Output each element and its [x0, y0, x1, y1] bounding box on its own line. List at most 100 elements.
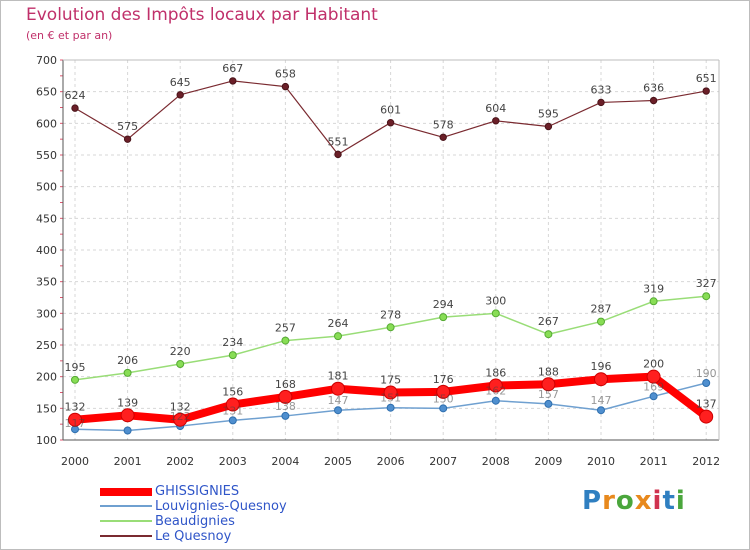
data-point-louvignies-quesnoy [123, 426, 132, 435]
data-label-louvignies-quesnoy: 162 [485, 385, 506, 398]
data-label-louvignies-quesnoy: 169 [643, 380, 664, 393]
axes: 100 150 200 250 300 350 400 450 500 550 600 650 700 2… [36, 54, 720, 468]
logo-letter: t [662, 486, 676, 516]
x-tick-label: 2006 [377, 455, 405, 468]
data-point-le-quesnoy [176, 91, 184, 99]
data-point-le-quesnoy [597, 98, 605, 107]
data-label-louvignies-quesnoy: 122 [170, 410, 191, 423]
data-label-beaudignies: 278 [380, 308, 401, 321]
data-label-louvignies-quesnoy: 190 [696, 367, 717, 380]
legend-label: GHISSIGNIES [155, 484, 240, 499]
data-label-louvignies-quesnoy: 157 [538, 388, 559, 401]
data-point-louvignies-quesnoy [439, 404, 448, 413]
y-tick-label: 200 [36, 371, 57, 384]
data-label-ghissignies: 188 [538, 365, 559, 378]
legend-swatch [100, 535, 152, 537]
x-tick-label: 2009 [534, 455, 562, 468]
data-label-louvignies-quesnoy: 117 [65, 417, 86, 430]
data-label-ghissignies: 196 [591, 360, 612, 373]
data-label-louvignies-quesnoy: 147 [328, 394, 349, 407]
data-point-le-quesnoy [71, 104, 79, 112]
data-point-louvignies-quesnoy [281, 411, 290, 420]
data-label-louvignies-quesnoy: 151 [380, 392, 401, 405]
data-label-beaudignies: 257 [275, 322, 296, 335]
data-label-beaudignies: 319 [643, 282, 664, 295]
legend-swatch [100, 505, 152, 507]
data-point-le-quesnoy [439, 133, 447, 141]
data-point-le-quesnoy [386, 119, 395, 127]
proxiti-logo: Proxiti [582, 486, 686, 516]
y-tick-label: 450 [36, 212, 57, 225]
data-label-le-quesnoy: 551 [328, 135, 349, 148]
data-point-beaudignies [281, 336, 290, 345]
data-point-le-quesnoy [229, 77, 237, 85]
data-point-ghissignies [541, 377, 556, 392]
data-label-louvignies-quesnoy: 138 [275, 400, 296, 413]
data-point-ghissignies [594, 372, 608, 387]
data-label-beaudignies: 294 [433, 298, 454, 311]
data-label-le-quesnoy: 645 [170, 76, 191, 89]
x-tick-label: 2011 [640, 455, 668, 468]
data-point-beaudignies [176, 360, 185, 368]
legend-swatch [100, 488, 152, 496]
data-label-le-quesnoy: 667 [222, 62, 243, 75]
data-point-ghissignies [278, 389, 293, 404]
data-point-le-quesnoy [649, 96, 658, 105]
logo-letter: i [652, 486, 663, 516]
data-point-louvignies-quesnoy [334, 406, 342, 415]
data-point-le-quesnoy [123, 135, 132, 143]
data-point-ghissignies [225, 397, 240, 412]
line-chart: 100 150 200 250 300 350 400 450 500 550 600 650 700 2… [36, 54, 720, 468]
x-tick-label: 2004 [271, 455, 299, 468]
data-point-beaudignies [649, 297, 658, 306]
x-tick-label: 2002 [166, 455, 194, 468]
x-tick-label: 2000 [61, 455, 89, 468]
data-label-louvignies-quesnoy: 150 [433, 392, 454, 405]
data-label-le-quesnoy: 651 [696, 72, 717, 85]
data-label-le-quesnoy: 575 [117, 120, 138, 133]
x-tick-label: 2008 [482, 455, 510, 468]
data-point-louvignies-quesnoy [597, 406, 605, 415]
x-tick-label: 2003 [219, 455, 247, 468]
y-tick-label: 150 [36, 402, 57, 415]
x-tick-label: 2001 [114, 455, 142, 468]
data-label-ghissignies: 186 [485, 367, 506, 380]
logo-letter: i [675, 486, 686, 516]
y-tick-label: 700 [36, 54, 57, 67]
data-point-beaudignies [228, 351, 237, 360]
data-label-le-quesnoy: 595 [538, 108, 559, 121]
data-point-ghissignies [646, 369, 661, 384]
data-label-ghissignies: 139 [117, 396, 138, 409]
data-point-ghissignies [331, 381, 345, 396]
data-point-ghissignies [488, 378, 503, 393]
data-label-ghissignies: 168 [275, 378, 296, 391]
data-label-louvignies-quesnoy: 147 [591, 394, 612, 407]
data-label-beaudignies: 234 [222, 336, 243, 349]
data-point-louvignies-quesnoy [491, 396, 500, 405]
data-label-beaudignies: 287 [591, 303, 612, 316]
data-point-le-quesnoy [492, 117, 500, 125]
data-label-ghissignies: 176 [433, 373, 454, 386]
y-tick-label: 500 [36, 181, 57, 194]
y-tick-label: 400 [36, 244, 57, 257]
data-point-louvignies-quesnoy [649, 392, 658, 401]
logo-letter: P [582, 486, 603, 516]
y-tick-label: 300 [36, 307, 57, 320]
data-point-beaudignies [491, 309, 500, 318]
data-label-ghissignies: 175 [380, 374, 401, 387]
data-label-le-quesnoy: 578 [433, 118, 454, 131]
series [68, 77, 714, 435]
data-point-ghissignies [68, 412, 82, 427]
data-point-ghissignies [383, 385, 398, 400]
data-point-le-quesnoy [334, 150, 342, 159]
data-point-beaudignies [702, 292, 711, 301]
data-point-ghissignies [699, 409, 714, 424]
data-label-ghissignies: 200 [643, 358, 664, 371]
data-label-beaudignies: 264 [328, 317, 349, 330]
data-point-beaudignies [597, 317, 605, 326]
data-label-louvignies-quesnoy: 131 [222, 404, 243, 417]
y-tick-label: 250 [36, 339, 57, 352]
data-label-ghissignies: 181 [328, 370, 349, 383]
data-label-beaudignies: 220 [170, 345, 191, 358]
data-label-le-quesnoy: 604 [485, 102, 506, 115]
